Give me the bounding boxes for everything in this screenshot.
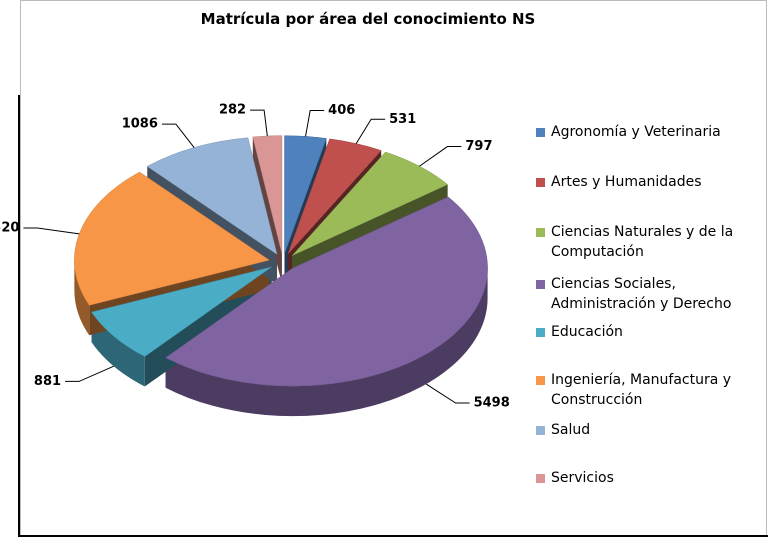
leader-line xyxy=(419,146,462,167)
pie-slice xyxy=(74,171,270,306)
leader-line xyxy=(305,110,325,137)
data-label: 1086 xyxy=(122,117,158,132)
pie-slice xyxy=(252,135,283,254)
legend-item: Educación xyxy=(536,322,762,342)
data-label: 881 xyxy=(34,374,61,389)
legend-swatch xyxy=(536,128,545,137)
legend-item: Servicios xyxy=(536,468,762,488)
data-label: 406 xyxy=(328,103,355,118)
legend-swatch xyxy=(536,376,545,385)
legend-label: Servicios xyxy=(551,470,614,486)
legend-item: Agronomía y Veterinaria xyxy=(536,122,762,142)
legend-swatch xyxy=(536,474,545,483)
legend-item: Artes y Humanidades xyxy=(536,172,762,192)
legend-label: Agronomía y Veterinaria xyxy=(551,124,721,140)
slice-outer-wall xyxy=(165,268,488,417)
legend-label: Ciencias Sociales, Administración y Dere… xyxy=(551,276,732,312)
legend-item: Ingeniería, Manufactura y Construcción xyxy=(536,370,762,410)
pie-slice xyxy=(165,196,488,387)
pie-slice xyxy=(287,138,382,255)
legend-label: Artes y Humanidades xyxy=(551,174,702,190)
slice-outer-wall xyxy=(74,260,90,336)
legend-label: Educación xyxy=(551,324,623,340)
pie-tops xyxy=(74,135,488,387)
data-label: 5498 xyxy=(474,395,510,410)
data-label: 282 xyxy=(219,103,246,118)
data-label: 2320 xyxy=(0,221,19,236)
legend-label: Salud xyxy=(551,422,591,438)
legend-item: Ciencias Naturales y de la Computación xyxy=(536,222,762,262)
legend-label: Ciencias Naturales y de la Computación xyxy=(551,224,734,260)
data-label: 797 xyxy=(465,139,492,154)
data-label: 531 xyxy=(389,112,416,127)
legend-item: Ciencias Sociales, Administración y Dere… xyxy=(536,274,762,314)
leader-line xyxy=(355,118,386,144)
leader-line xyxy=(65,365,114,382)
legend-swatch xyxy=(536,228,545,237)
legend-label: Ingeniería, Manufactura y Construcción xyxy=(551,372,732,408)
chart-title: Matrícula por área del conocimiento NS xyxy=(201,10,536,28)
legend-swatch xyxy=(536,280,545,289)
leader-line xyxy=(23,227,80,235)
data-labels: 406 531 797 5498 881 2320 1086 282 xyxy=(0,103,510,411)
pie-slice xyxy=(91,266,272,357)
leader-line xyxy=(161,123,195,148)
leader-line xyxy=(250,109,268,137)
legend-swatch xyxy=(536,426,545,435)
leader-line xyxy=(425,383,470,404)
pie-slice xyxy=(146,137,278,255)
legend-swatch xyxy=(536,178,545,187)
legend-item: Salud xyxy=(536,420,762,440)
legend-swatch xyxy=(536,328,545,337)
pie-slice xyxy=(291,151,449,256)
